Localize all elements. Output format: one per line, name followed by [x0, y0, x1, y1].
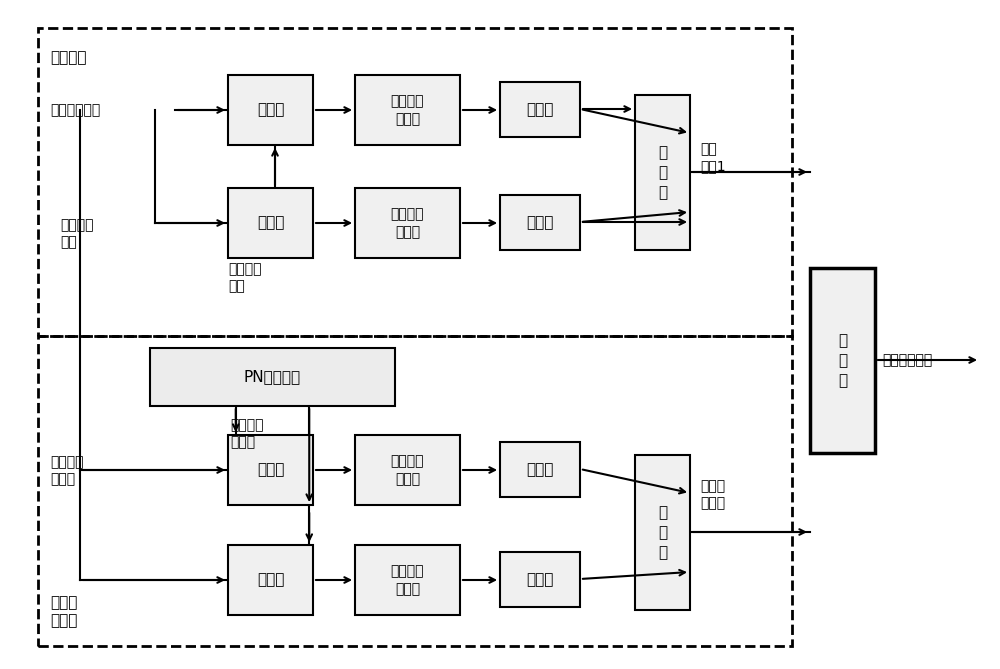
Text: 绝对值: 绝对值 [526, 572, 554, 587]
Text: 减
法
器: 减 法 器 [658, 505, 667, 560]
Text: 相关器: 相关器 [257, 215, 284, 231]
Bar [228, 188, 313, 258]
Text: 滞后一个
半码元: 滞后一个 半码元 [50, 455, 84, 486]
Bar [38, 28, 792, 336]
Bar [355, 435, 460, 505]
Text: 鉴相电路: 鉴相电路 [50, 50, 87, 65]
Text: 加
法
器: 加 法 器 [838, 333, 847, 388]
Bar [500, 82, 580, 137]
Text: 绝对值: 绝对值 [526, 462, 554, 477]
Bar [635, 455, 690, 610]
Bar [500, 195, 580, 250]
Text: 减
法
器: 减 法 器 [658, 145, 667, 200]
Bar [355, 188, 460, 258]
Bar [500, 442, 580, 497]
Text: 绝对值: 绝对值 [526, 215, 554, 230]
Text: 误差电压输出: 误差电压输出 [882, 353, 932, 367]
Bar [635, 95, 690, 250]
Bar [228, 75, 313, 145]
Bar [355, 75, 460, 145]
Text: 超前一个
半码元: 超前一个 半码元 [230, 418, 264, 450]
Text: 扩展鉴
相电路: 扩展鉴 相电路 [50, 595, 77, 629]
Text: PN码产生器: PN码产生器 [244, 369, 301, 385]
Text: 积分清零
滤波器: 积分清零 滤波器 [391, 94, 424, 126]
Text: 积分清零
滤波器: 积分清零 滤波器 [391, 564, 424, 596]
Bar [228, 545, 313, 615]
Text: 相关器: 相关器 [257, 573, 284, 587]
Text: 下变频后信号: 下变频后信号 [50, 103, 100, 117]
Text: 超前半个
码元: 超前半个 码元 [228, 262, 262, 293]
Text: 相关器: 相关器 [257, 462, 284, 478]
Text: 扩展误
差电压: 扩展误 差电压 [700, 480, 725, 510]
Text: 相关器: 相关器 [257, 102, 284, 118]
Text: 积分清零
滤波器: 积分清零 滤波器 [391, 207, 424, 240]
Bar [810, 268, 875, 453]
Bar [355, 545, 460, 615]
Bar [500, 552, 580, 607]
Bar [38, 336, 792, 646]
Text: 滞后半个
码元: 滞后半个 码元 [60, 218, 94, 250]
Text: 绝对值: 绝对值 [526, 102, 554, 117]
Text: 积分清零
滤波器: 积分清零 滤波器 [391, 454, 424, 486]
Bar [228, 435, 313, 505]
Bar [150, 348, 395, 406]
Text: 误差
电压1: 误差 电压1 [700, 142, 726, 174]
